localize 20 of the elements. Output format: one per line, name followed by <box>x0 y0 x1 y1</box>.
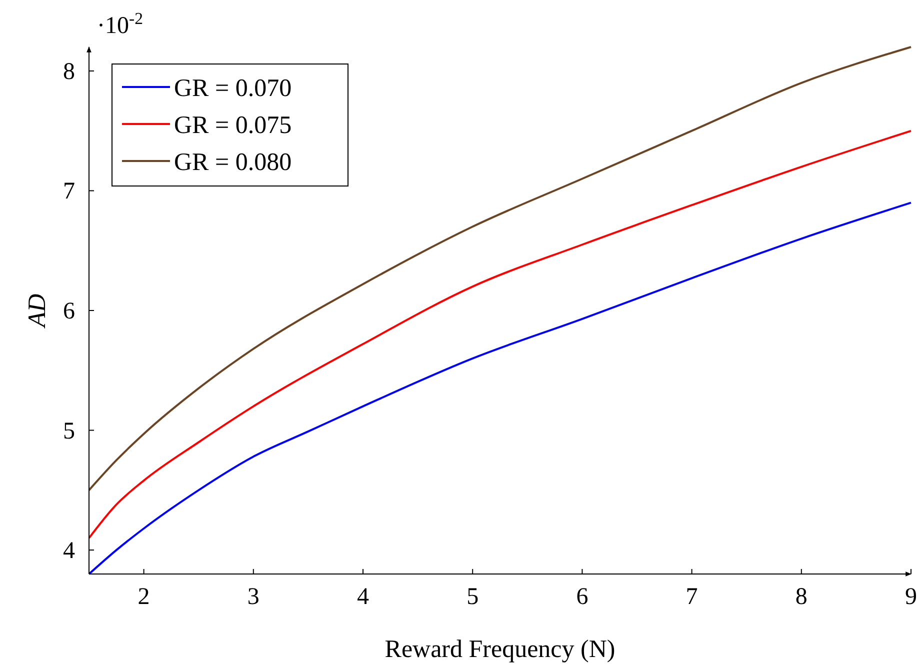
x-tick-label: 2 <box>138 584 150 610</box>
x-tick-label: 5 <box>466 584 479 610</box>
y-tick-label: 4 <box>63 538 75 564</box>
legend-label: GR = 0.070 <box>174 75 292 102</box>
y-axis-title: AD <box>24 294 51 330</box>
text: ·10$^{-2}$ <box>97 8 143 39</box>
x-tick-label: 8 <box>795 584 808 610</box>
legend-label: GR = 0.075 <box>174 112 292 139</box>
x-tick-label: 6 <box>576 584 588 610</box>
legend-label: GR = 0.080 <box>174 149 292 176</box>
y-tick-label: 7 <box>63 178 75 205</box>
y-tick-label: 8 <box>63 58 75 85</box>
y-tick-label: 6 <box>63 298 75 324</box>
x-tick-label: 7 <box>686 584 698 610</box>
y-tick-label: 5 <box>63 418 75 444</box>
x-tick-label: 4 <box>357 584 369 610</box>
x-tick-label: 9 <box>905 584 917 610</box>
x-tick-label: 3 <box>247 584 260 610</box>
line-series <box>88 46 912 492</box>
x-axis-title: Reward Frequency (N) <box>384 636 616 663</box>
